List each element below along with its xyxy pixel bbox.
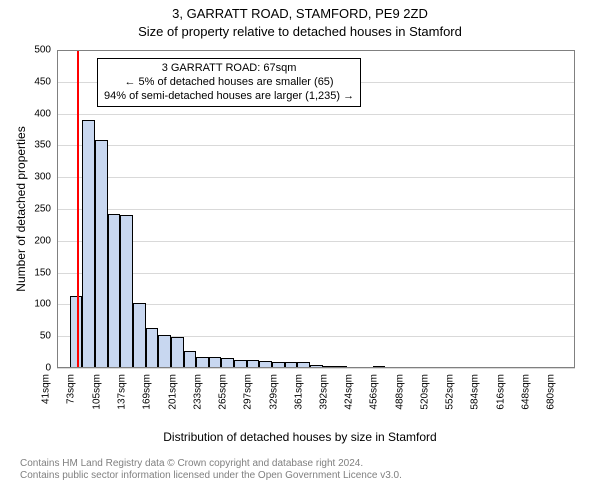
footer-attribution: Contains HM Land Registry data © Crown c… [20, 458, 580, 482]
x-tick-label: 233sqm [192, 374, 203, 410]
histogram-bar [373, 366, 386, 368]
x-tick-label: 456sqm [369, 374, 380, 410]
x-tick-label: 201sqm [167, 374, 178, 410]
footer-line-1: Contains HM Land Registry data © Crown c… [20, 458, 580, 470]
chart-plot-area: 05010015020025030035040045050041sqm73sqm… [57, 50, 575, 368]
histogram-bar [146, 328, 159, 368]
gridline [57, 177, 575, 178]
annotation-line: 94% of semi-detached houses are larger (… [104, 90, 354, 104]
histogram-bar [108, 214, 121, 368]
y-tick-label: 500 [34, 45, 57, 56]
histogram-bar [171, 337, 184, 368]
y-tick-label: 400 [34, 108, 57, 119]
x-tick-label: 265sqm [218, 374, 229, 410]
y-tick-label: 450 [34, 76, 57, 87]
y-tick-label: 350 [34, 140, 57, 151]
x-tick-label: 680sqm [546, 374, 557, 410]
gridline [57, 241, 575, 242]
marker-line [77, 50, 79, 368]
x-tick-label: 488sqm [394, 374, 405, 410]
gridline [57, 209, 575, 210]
x-tick-label: 648sqm [521, 374, 532, 410]
x-tick-label: 424sqm [343, 374, 354, 410]
y-tick-label: 100 [34, 299, 57, 310]
gridline [57, 114, 575, 115]
y-tick-label: 300 [34, 172, 57, 183]
page-title: 3, GARRATT ROAD, STAMFORD, PE9 2ZD [0, 6, 600, 21]
histogram-bar [234, 360, 247, 368]
gridline [57, 50, 575, 51]
histogram-bar [133, 303, 146, 369]
footer-line-2: Contains public sector information licen… [20, 470, 580, 482]
gridline [57, 368, 575, 369]
histogram-bar [158, 335, 171, 368]
y-axis-label: Number of detached properties [14, 50, 28, 368]
gridline [57, 273, 575, 274]
histogram-bar [247, 360, 260, 368]
histogram-bar [209, 357, 222, 368]
x-tick-label: 137sqm [116, 374, 127, 410]
histogram-bar [95, 140, 108, 368]
x-axis-label: Distribution of detached houses by size … [0, 430, 600, 444]
x-tick-label: 169sqm [142, 374, 153, 410]
x-tick-label: 584sqm [470, 374, 481, 410]
x-tick-label: 520sqm [419, 374, 430, 410]
x-tick-label: 41sqm [41, 374, 52, 404]
y-tick-label: 200 [34, 235, 57, 246]
x-tick-label: 616sqm [495, 374, 506, 410]
y-tick-label: 50 [40, 331, 57, 342]
page-subtitle: Size of property relative to detached ho… [0, 24, 600, 39]
x-tick-label: 73sqm [66, 374, 77, 404]
histogram-bar [335, 366, 348, 368]
histogram-bar [184, 351, 197, 368]
y-tick-label: 250 [34, 204, 57, 215]
histogram-bar [196, 357, 209, 368]
x-tick-label: 105sqm [91, 374, 102, 410]
annotation-line: ← 5% of detached houses are smaller (65) [104, 76, 354, 90]
annotation-line: 3 GARRATT ROAD: 67sqm [104, 62, 354, 76]
histogram-bar [285, 362, 298, 368]
histogram-bar [323, 366, 335, 368]
histogram-bar [297, 362, 310, 368]
histogram-bar [82, 120, 95, 368]
x-tick-label: 361sqm [294, 374, 305, 410]
histogram-bar [259, 361, 272, 368]
y-tick-label: 0 [45, 363, 57, 374]
x-tick-label: 552sqm [445, 374, 456, 410]
x-tick-label: 297sqm [243, 374, 254, 410]
x-tick-label: 329sqm [268, 374, 279, 410]
histogram-bar [310, 365, 323, 368]
y-tick-label: 150 [34, 267, 57, 278]
histogram-bar [272, 362, 285, 368]
x-tick-label: 392sqm [318, 374, 329, 410]
histogram-bar [120, 215, 133, 368]
gridline [57, 145, 575, 146]
histogram-bar [221, 358, 234, 368]
annotation-box: 3 GARRATT ROAD: 67sqm← 5% of detached ho… [97, 58, 361, 107]
